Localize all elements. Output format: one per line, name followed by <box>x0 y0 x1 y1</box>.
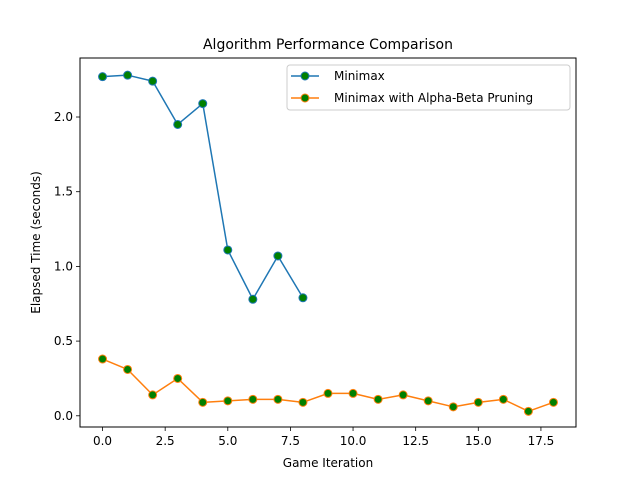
y-tick-label: 1.0 <box>54 259 73 273</box>
y-axis-label: Elapsed Time (seconds) <box>29 171 43 314</box>
data-point-alpha-beta <box>448 402 458 412</box>
data-point-alpha-beta <box>98 354 108 364</box>
x-tick-label: 15.0 <box>465 434 492 448</box>
plot-layer <box>98 70 558 416</box>
y-tick-label: 0.5 <box>54 334 73 348</box>
y-tick-label: 0.0 <box>54 409 73 423</box>
x-tick-label: 17.5 <box>528 434 555 448</box>
x-tick-label: 12.5 <box>402 434 429 448</box>
y-tick-label: 2.0 <box>54 110 73 124</box>
chart-title: Algorithm Performance Comparison <box>203 37 453 53</box>
ticks-layer: 0.0 2.5 5.0 7.5 10.0 12.5 15.0 17.5 0.0 0.5 1.0 1.5… <box>54 110 554 448</box>
data-point-alpha-beta <box>223 396 233 406</box>
data-point-alpha-beta <box>123 364 133 374</box>
legend-label-alpha-beta: Minimax with Alpha-Beta Pruning <box>334 91 533 105</box>
data-point-alpha-beta <box>373 394 383 404</box>
data-point-minimax <box>98 72 108 82</box>
legend: Minimax Minimax with Alpha-Beta Pruning <box>286 64 571 111</box>
data-point-alpha-beta <box>273 394 283 404</box>
data-point-minimax <box>223 245 233 255</box>
data-point-minimax <box>298 293 308 303</box>
x-tick-label: 0.0 <box>93 434 112 448</box>
data-point-minimax <box>173 119 183 129</box>
data-point-alpha-beta <box>548 397 558 407</box>
data-point-alpha-beta <box>398 390 408 400</box>
legend-label-minimax: Minimax <box>334 69 385 83</box>
x-axis-label: Game Iteration <box>283 456 373 470</box>
data-point-minimax <box>273 251 283 261</box>
legend-marker-alpha-beta <box>300 93 310 103</box>
data-point-minimax <box>248 294 258 304</box>
data-point-minimax <box>148 76 158 86</box>
legend-box <box>286 64 571 111</box>
x-tick-label: 7.5 <box>281 434 300 448</box>
x-tick-label: 2.5 <box>156 434 175 448</box>
data-point-alpha-beta <box>348 388 358 398</box>
data-point-alpha-beta <box>323 388 333 398</box>
x-tick-label: 5.0 <box>218 434 237 448</box>
data-point-alpha-beta <box>248 394 258 404</box>
data-point-alpha-beta <box>423 396 433 406</box>
x-tick-label: 10.0 <box>340 434 367 448</box>
data-point-alpha-beta <box>198 397 208 407</box>
data-point-alpha-beta <box>298 397 308 407</box>
data-point-alpha-beta <box>173 373 183 383</box>
data-point-minimax <box>123 70 133 80</box>
data-point-alpha-beta <box>148 390 158 400</box>
data-point-minimax <box>198 99 208 109</box>
legend-marker-minimax <box>300 71 310 81</box>
y-tick-label: 1.5 <box>54 185 73 199</box>
data-point-alpha-beta <box>523 406 533 416</box>
data-point-alpha-beta <box>498 394 508 404</box>
axes-frame <box>79 57 577 428</box>
data-point-alpha-beta <box>473 397 483 407</box>
